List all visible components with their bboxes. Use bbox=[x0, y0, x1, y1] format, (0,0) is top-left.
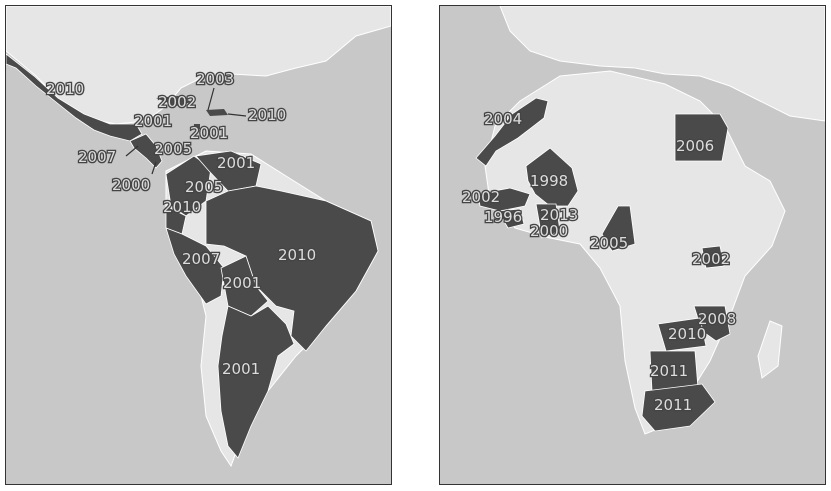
latin-america-map: 2010 2003 2002 2010 2001 2001 2007 2005 … bbox=[5, 5, 392, 485]
label-uganda: 2002 bbox=[692, 250, 730, 268]
africa-svg: 2004 2006 1998 2002 1996 2013 2000 2005 … bbox=[440, 6, 825, 484]
label-ecuador: 2010 bbox=[163, 198, 201, 216]
label-brazil: 2010 bbox=[278, 246, 316, 264]
country-south-africa bbox=[641, 383, 716, 432]
leader-2007 bbox=[125, 145, 139, 157]
leader-2010-caribbean bbox=[227, 113, 247, 117]
country-hispaniola bbox=[206, 109, 228, 116]
label-cameroon: 2005 bbox=[590, 234, 628, 252]
label-malawi: 2008 bbox=[698, 310, 736, 328]
country-peru bbox=[165, 227, 225, 305]
country-argentina bbox=[217, 305, 295, 459]
country-guinea bbox=[497, 208, 525, 229]
label-honduras: 2007 bbox=[78, 148, 116, 166]
country-cameroon bbox=[601, 205, 636, 252]
label-panama: 2000 bbox=[112, 176, 150, 194]
label-venezuela: 2001 bbox=[217, 154, 255, 172]
label-peru: 2007 bbox=[182, 250, 220, 268]
latin-america-svg: 2010 2003 2002 2010 2001 2001 2007 2005 … bbox=[6, 6, 391, 484]
label-nicaragua: 2005 bbox=[154, 140, 192, 158]
label-jamaica: 2001 bbox=[190, 124, 228, 142]
europe-land bbox=[499, 6, 825, 122]
label-zambia: 2010 bbox=[668, 325, 706, 343]
country-ghana bbox=[535, 203, 561, 239]
label-cuba: 2002 bbox=[158, 93, 196, 111]
country-jamaica bbox=[194, 124, 200, 129]
label-ghana: 2000 bbox=[530, 222, 568, 240]
label-dominican-rep: 2003 bbox=[196, 70, 234, 88]
leader-2003 bbox=[207, 87, 215, 111]
label-bolivia: 2001 bbox=[223, 274, 261, 292]
label-haiti: 2010 bbox=[248, 106, 286, 124]
country-morocco bbox=[475, 97, 549, 167]
label-argentina: 2001 bbox=[222, 360, 260, 378]
label-mali: 1998 bbox=[530, 172, 568, 190]
madagascar bbox=[757, 320, 783, 379]
label-botswana: 2011 bbox=[650, 362, 688, 380]
label-guinea: 1996 bbox=[484, 208, 522, 226]
leader-2000 bbox=[151, 161, 157, 175]
label-guatemala: 2001 bbox=[134, 112, 172, 130]
label-mexico: 2010 bbox=[46, 80, 84, 98]
country-brazil bbox=[205, 185, 379, 352]
country-cuba bbox=[156, 96, 192, 106]
africa-map: 2004 2006 1998 2002 1996 2013 2000 2005 … bbox=[439, 5, 826, 485]
label-egypt: 2006 bbox=[676, 137, 714, 155]
label-burkina: 2013 bbox=[540, 206, 578, 224]
label-morocco: 2004 bbox=[484, 110, 522, 128]
label-senegal: 2002 bbox=[462, 188, 500, 206]
country-egypt bbox=[674, 113, 729, 162]
country-mexico bbox=[6, 53, 143, 142]
country-mali bbox=[525, 147, 579, 207]
label-colombia: 2005 bbox=[185, 178, 223, 196]
label-south-africa: 2011 bbox=[654, 396, 692, 414]
country-zambia bbox=[657, 317, 707, 352]
country-central-america bbox=[129, 133, 163, 169]
country-uganda bbox=[701, 245, 725, 269]
country-senegal bbox=[477, 187, 531, 212]
